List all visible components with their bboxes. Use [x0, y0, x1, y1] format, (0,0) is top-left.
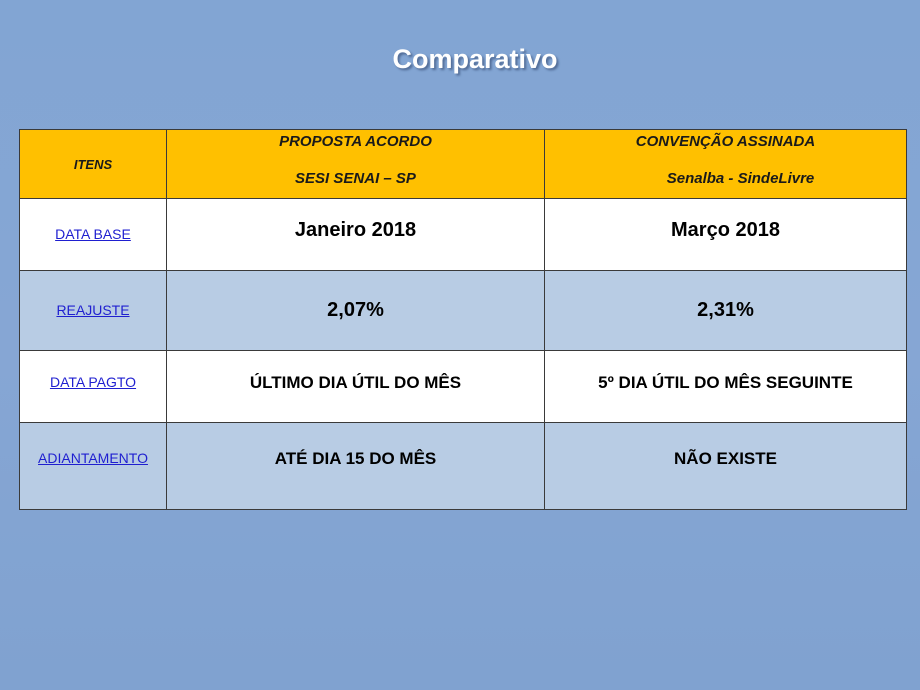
data-base-link[interactable]: DATA BASE: [55, 225, 131, 242]
data-pagto-convencao-value: 5º DIA ÚTIL DO MÊS SEGUINTE: [598, 372, 853, 392]
row-label-cell: DATA BASE: [19, 198, 167, 271]
adiantamento-convencao-value: NÃO EXISTE: [674, 449, 777, 468]
header-itens: ITENS: [19, 129, 167, 199]
adiantamento-proposta-value: ATÉ DIA 15 DO MÊS: [274, 449, 437, 468]
row-label-cell: ADIANTAMENTO: [19, 422, 167, 510]
table-row-data-pagto: DATA PAGTO ÚLTIMO DIA ÚTIL DO MÊS 5º DIA…: [19, 350, 907, 423]
header-convencao: CONVENÇÃO ASSINADA Senalba - SindeLivre: [544, 129, 907, 199]
header-itens-label: ITENS: [73, 156, 113, 172]
convencao-cell: 2,31%: [544, 270, 907, 351]
proposta-cell: ÚLTIMO DIA ÚTIL DO MÊS: [166, 350, 545, 423]
reajuste-link[interactable]: REAJUSTE: [56, 301, 130, 318]
table-header-row: ITENS PROPOSTA ACORDO SESI SENAI – SP CO…: [19, 129, 907, 199]
proposta-cell: Janeiro 2018: [166, 198, 545, 271]
data-pagto-proposta-value: ÚLTIMO DIA ÚTIL DO MÊS: [249, 372, 462, 392]
header-convencao-line2: Senalba - SindeLivre: [666, 170, 815, 187]
row-label-cell: REAJUSTE: [19, 270, 167, 351]
comparison-table: ITENS PROPOSTA ACORDO SESI SENAI – SP CO…: [19, 129, 907, 510]
table-row-data-base: DATA BASE Janeiro 2018 Março 2018: [19, 198, 907, 271]
convencao-cell: NÃO EXISTE: [544, 422, 907, 510]
convencao-cell: Março 2018: [544, 198, 907, 271]
reajuste-proposta-value: 2,07%: [327, 299, 384, 321]
table-row-reajuste: REAJUSTE 2,07% 2,31%: [19, 270, 907, 351]
data-pagto-link[interactable]: DATA PAGTO: [49, 373, 137, 390]
header-convencao-line1: CONVENÇÃO ASSINADA: [635, 133, 816, 150]
table-row-adiantamento: ADIANTAMENTO ATÉ DIA 15 DO MÊS NÃO EXIST…: [19, 422, 907, 510]
data-base-convencao-value: Março 2018: [671, 219, 780, 241]
convencao-cell: 5º DIA ÚTIL DO MÊS SEGUINTE: [544, 350, 907, 423]
adiantamento-link[interactable]: ADIANTAMENTO: [38, 450, 148, 466]
proposta-cell: 2,07%: [166, 270, 545, 351]
slide-title: Comparativo: [392, 44, 558, 74]
row-label-cell: DATA PAGTO: [19, 350, 167, 423]
proposta-cell: ATÉ DIA 15 DO MÊS: [166, 422, 545, 510]
data-base-proposta-value: Janeiro 2018: [294, 219, 417, 241]
header-proposta-line2: SESI SENAI – SP: [295, 170, 416, 187]
header-proposta-line1: PROPOSTA ACORDO: [279, 133, 432, 150]
header-proposta: PROPOSTA ACORDO SESI SENAI – SP: [166, 129, 545, 199]
reajuste-convencao-value: 2,31%: [697, 299, 754, 321]
